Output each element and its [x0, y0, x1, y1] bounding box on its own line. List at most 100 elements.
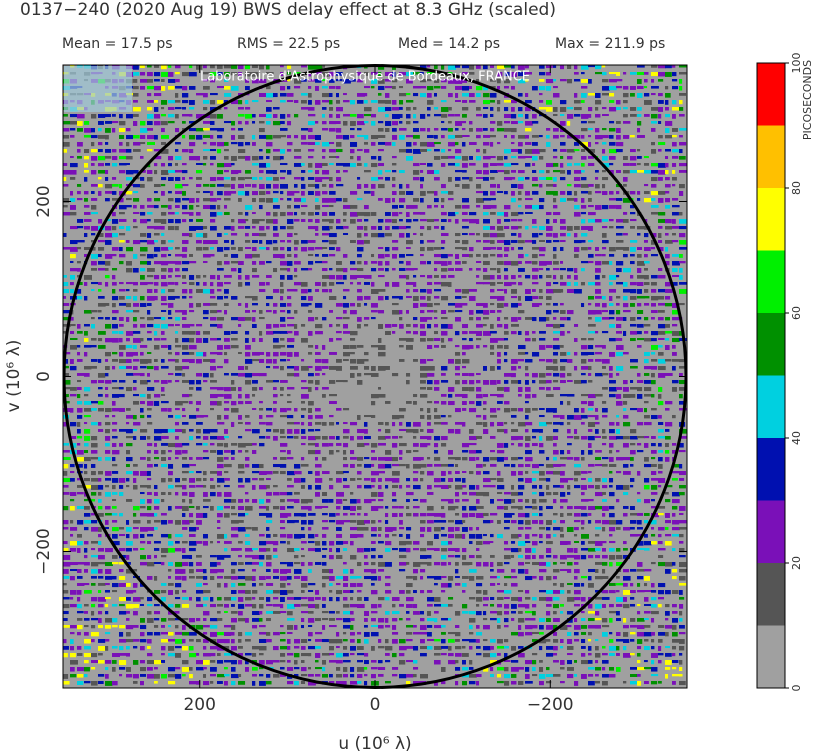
texture-cell: [462, 289, 470, 294]
texture-cell: [462, 562, 470, 566]
texture-cell: [133, 135, 140, 139]
texture-cell: [672, 205, 680, 208]
texture-cell: [658, 555, 664, 559]
texture-cell: [63, 555, 71, 560]
texture-cell: [434, 338, 441, 341]
texture-cell: [105, 576, 113, 580]
texture-cell: [322, 345, 326, 350]
texture-cell: [357, 303, 361, 307]
texture-cell: [378, 219, 384, 223]
texture-cell: [280, 352, 287, 356]
texture-cell: [532, 303, 540, 308]
texture-cell: [602, 275, 606, 279]
texture-cell: [588, 366, 592, 371]
texture-cell: [357, 380, 363, 385]
texture-cell: [112, 324, 118, 329]
texture-cell: [427, 128, 431, 132]
texture-cell: [623, 219, 629, 223]
texture-cell: [63, 282, 69, 287]
texture-cell: [665, 107, 669, 111]
texture-cell: [189, 429, 194, 432]
texture-cell: [504, 527, 510, 530]
texture-cell: [525, 562, 531, 565]
texture-cell: [595, 457, 602, 461]
texture-cell: [567, 583, 573, 586]
texture-cell: [301, 142, 308, 145]
texture-cell: [259, 583, 264, 586]
texture-cell: [553, 254, 557, 259]
texture-cell: [133, 226, 138, 229]
texture-cell: [441, 366, 448, 371]
texture-cell: [98, 373, 106, 378]
texture-cell: [238, 352, 242, 355]
texture-cell: [441, 562, 447, 566]
texture-cell: [441, 205, 445, 209]
texture-cell: [651, 541, 657, 545]
texture-cell: [329, 485, 334, 490]
texture-cell: [518, 485, 525, 490]
texture-cell: [273, 471, 279, 474]
texture-cell: [644, 373, 650, 376]
texture-cell: [196, 373, 203, 377]
texture-cell: [161, 86, 166, 91]
texture-cell: [511, 513, 515, 516]
texture-cell: [70, 562, 78, 566]
texture-cell: [322, 443, 329, 447]
texture-cell: [189, 513, 194, 518]
texture-cell: [266, 408, 273, 411]
texture-cell: [315, 135, 322, 140]
texture-cell: [644, 338, 652, 342]
texture-cell: [105, 436, 111, 441]
texture-cell: [231, 331, 238, 334]
texture-cell: [553, 457, 557, 461]
texture-cell: [651, 394, 655, 398]
texture-cell: [371, 177, 379, 181]
texture-cell: [273, 107, 280, 110]
texture-cell: [441, 506, 445, 510]
texture-cell: [231, 450, 235, 455]
texture-cell: [175, 401, 183, 406]
texture-cell: [546, 233, 553, 237]
texture-cell: [350, 352, 355, 355]
texture-cell: [371, 268, 377, 272]
texture-cell: [161, 121, 168, 126]
texture-cell: [511, 212, 519, 217]
texture-cell: [588, 401, 594, 406]
texture-cell: [469, 492, 477, 496]
texture-cell: [308, 548, 316, 552]
texture-cell: [63, 184, 69, 187]
texture-cell: [455, 261, 461, 265]
texture-cell: [301, 212, 306, 215]
texture-cell: [245, 219, 249, 222]
texture-cell: [217, 450, 223, 455]
texture-cell: [644, 79, 648, 83]
texture-cell: [112, 226, 117, 231]
texture-cell: [553, 352, 559, 356]
texture-cell: [301, 282, 308, 287]
texture-cell: [574, 534, 578, 537]
texture-cell: [399, 268, 406, 271]
texture-cell: [182, 324, 190, 328]
texture-cell: [91, 198, 98, 201]
texture-cell: [504, 359, 508, 363]
texture-cell: [490, 436, 496, 439]
texture-cell: [560, 233, 566, 237]
texture-cell: [329, 289, 333, 293]
texture-cell: [189, 520, 194, 523]
texture-cell: [287, 226, 294, 230]
texture-cell: [406, 422, 411, 427]
texture-cell: [154, 282, 159, 286]
texture-cell: [385, 450, 392, 455]
texture-cell: [280, 562, 287, 565]
texture-cell: [161, 562, 165, 566]
texture-cell: [623, 457, 631, 461]
texture-cell: [161, 345, 168, 348]
texture-cell: [301, 513, 307, 517]
texture-cell: [91, 268, 98, 271]
texture-cell: [357, 114, 364, 119]
texture-cell: [217, 394, 224, 397]
texture-cell: [287, 331, 293, 334]
texture-cell: [490, 541, 494, 544]
texture-cell: [154, 450, 159, 454]
texture-cell: [553, 555, 558, 559]
